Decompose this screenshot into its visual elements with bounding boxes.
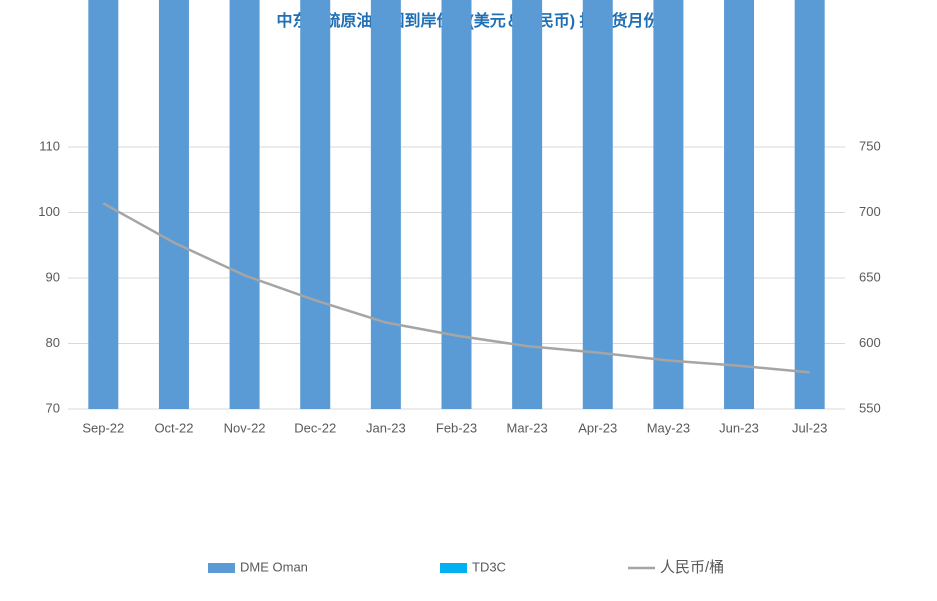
x-tick-label: Dec-22 (294, 420, 336, 435)
x-tick-label: Apr-23 (578, 420, 617, 435)
y-tick-label: 110 (39, 138, 60, 153)
y2-tick-label: 700 (859, 204, 881, 219)
legend-swatch (440, 563, 467, 573)
y-tick-label: 70 (46, 400, 60, 415)
line (102, 202, 810, 374)
bar (229, 0, 260, 409)
y-tick-label: 80 (46, 335, 60, 350)
x-tick-label: Mar-23 (507, 420, 548, 435)
x-tick-label: Jul-23 (792, 420, 827, 435)
x-tick-label: May-23 (647, 420, 690, 435)
x-tick-label: Jun-23 (719, 420, 759, 435)
bar (794, 0, 825, 409)
legend-swatch (208, 563, 235, 573)
y2-tick-label: 750 (859, 138, 881, 153)
legend-label: TD3C (472, 559, 506, 574)
x-tick-label: Oct-22 (154, 420, 193, 435)
bar (582, 0, 613, 409)
x-tick-label: Feb-23 (436, 420, 477, 435)
y2-tick-label: 550 (859, 400, 881, 415)
bar (158, 0, 189, 409)
y2-tick-label: 600 (859, 335, 881, 350)
y2-tick-label: 650 (859, 269, 881, 284)
y-tick-label: 90 (46, 269, 60, 284)
legend-label: DME Oman (240, 559, 308, 574)
bar (724, 0, 755, 410)
bar (370, 0, 401, 409)
bar (441, 0, 472, 410)
bar (653, 0, 684, 410)
x-tick-label: Jan-23 (366, 420, 406, 435)
y-tick-label: 100 (38, 204, 60, 219)
legend-label: 人民币/桶 (660, 559, 724, 576)
bar (512, 0, 543, 410)
bar (300, 0, 331, 409)
x-tick-label: Sep-22 (82, 420, 124, 435)
x-tick-label: Nov-22 (224, 420, 266, 435)
